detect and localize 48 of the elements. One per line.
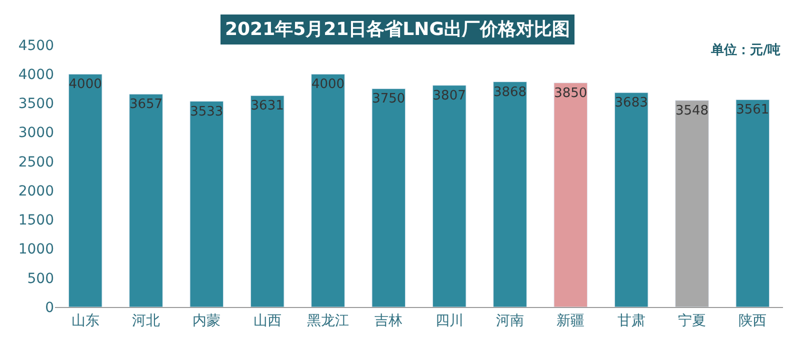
x-tick-label: 四川	[435, 312, 464, 329]
x-tick-label: 甘肃	[617, 312, 646, 329]
x-tick-label: 内蒙	[192, 312, 221, 329]
bar	[432, 85, 466, 307]
chart-title: 2021年5月21日各省LNG出厂价格对比图	[225, 19, 570, 40]
bar	[250, 95, 284, 307]
bar	[129, 94, 163, 307]
bar	[68, 74, 102, 307]
x-tick-label: 河南	[496, 312, 524, 329]
data-label: 3533	[190, 104, 224, 120]
data-label: 3683	[614, 96, 648, 111]
bar	[311, 74, 345, 307]
data-label: 3850	[554, 86, 588, 101]
data-label: 3548	[675, 103, 709, 118]
x-tick-label: 山西	[253, 312, 282, 329]
data-label: 3750	[372, 92, 406, 107]
bar	[372, 88, 406, 307]
annotation: 单位：元/吨	[710, 42, 781, 58]
y-tick-label: 1000	[18, 242, 54, 258]
bar	[675, 100, 709, 307]
x-tick-label: 陕西	[738, 312, 767, 329]
data-label: 4000	[311, 77, 345, 92]
y-tick-label: 4500	[18, 38, 54, 54]
y-tick-label: 2500	[18, 154, 54, 170]
y-tick-label: 1500	[18, 212, 54, 229]
x-tick-label: 宁夏	[678, 312, 706, 329]
x-tick-label: 吉林	[374, 312, 403, 329]
bar	[736, 99, 770, 307]
y-tick-label: 2000	[18, 183, 54, 200]
data-label: 3561	[736, 102, 770, 118]
data-label: 3868	[493, 84, 527, 100]
y-tick-label: 4000	[18, 67, 54, 84]
data-label: 4000	[68, 77, 102, 92]
bar	[614, 92, 648, 307]
x-tick-label: 黑龙江	[307, 312, 349, 329]
bar	[190, 101, 224, 307]
data-label: 3807	[432, 88, 466, 104]
data-label: 3631	[250, 98, 284, 114]
data-label: 3657	[129, 97, 163, 112]
x-tick-label: 山东	[71, 312, 100, 329]
bar	[554, 82, 588, 307]
y-tick-label: 3000	[18, 125, 54, 142]
x-tick-label: 河北	[132, 312, 160, 329]
y-tick-label: 0	[45, 300, 54, 316]
y-tick-label: 500	[27, 270, 54, 287]
x-tick-label: 新疆	[556, 312, 585, 329]
y-tick-label: 3500	[18, 96, 54, 112]
bar	[493, 82, 527, 307]
